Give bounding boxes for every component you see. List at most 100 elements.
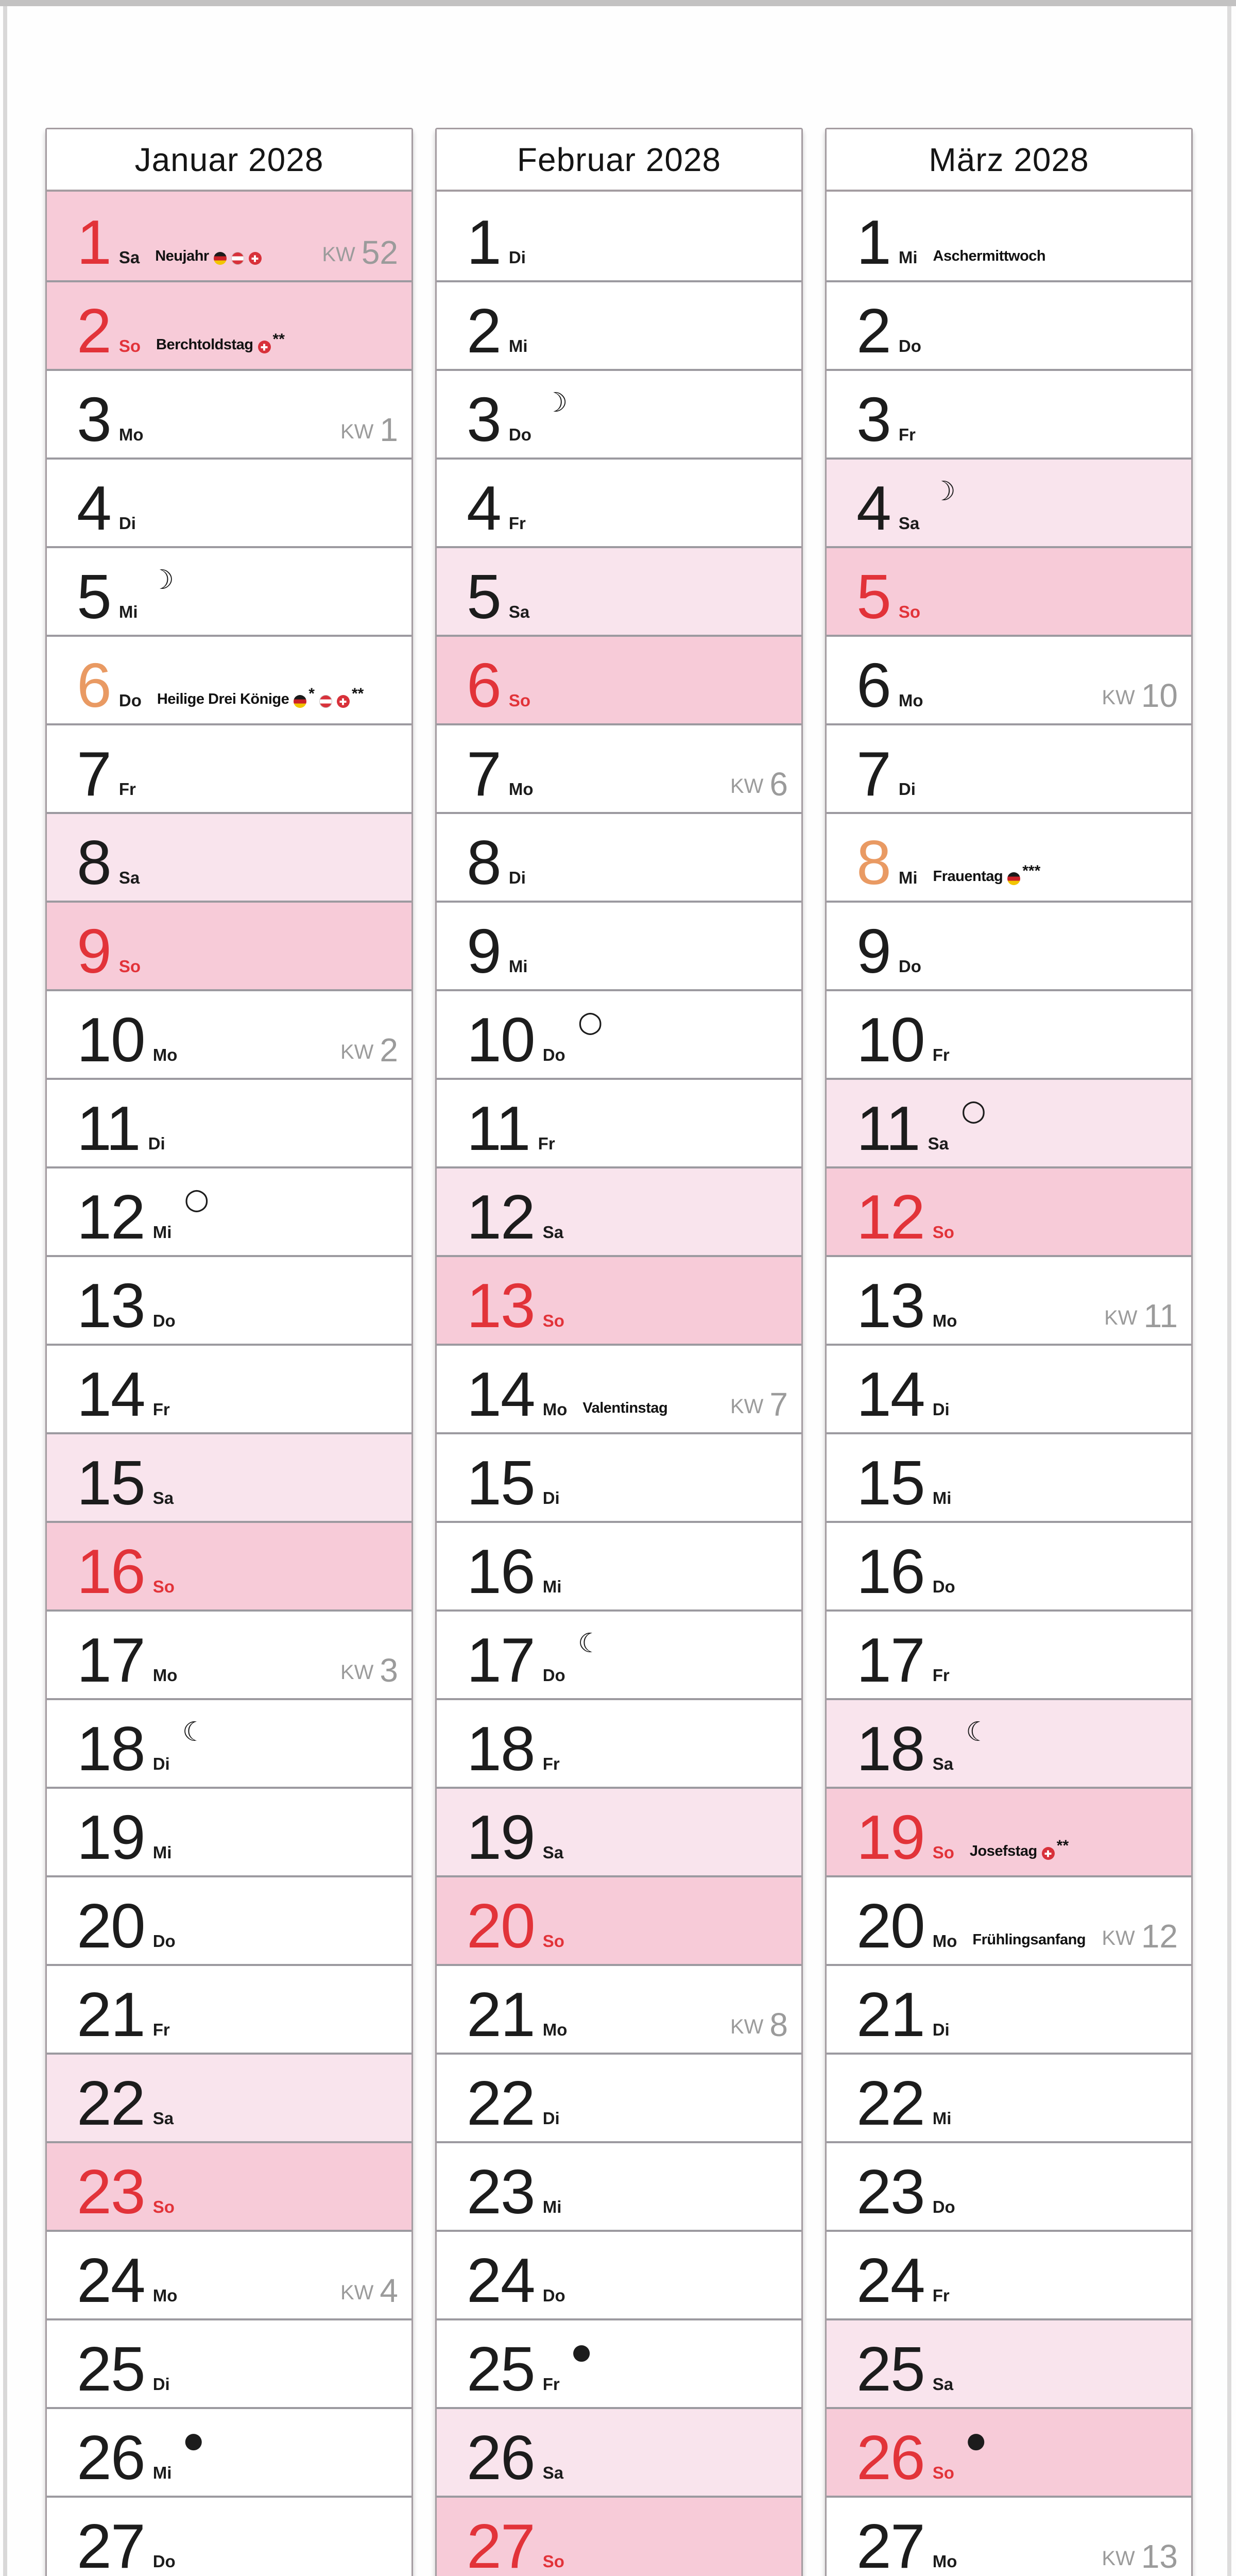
day-number: 20	[467, 1891, 536, 1961]
day-number: 4	[856, 473, 891, 544]
weekday-abbr: Di	[542, 2109, 560, 2128]
day-number: 3	[467, 384, 502, 455]
day-row-januar-23: 23 So	[47, 2141, 411, 2230]
calendar-week: KW 4	[340, 2274, 398, 2307]
weekday-abbr: Do	[542, 1045, 565, 1064]
day-number: 24	[77, 2245, 146, 2316]
weekday-abbr: Di	[148, 1134, 165, 1153]
weekday-abbr: Do	[898, 957, 921, 976]
day-row-märz-19: 19 So Josefstag **	[827, 1787, 1191, 1875]
day-number: 21	[856, 1979, 925, 2050]
day-number: 1	[77, 207, 112, 278]
day-number: 3	[856, 384, 891, 455]
day-row-märz-15: 15 Mi	[827, 1432, 1191, 1521]
month-column-märz: März 2028 1 Mi Aschermittwoch 2 Do 3 Fr 4 Sa ☽ 5 So 6…	[825, 128, 1193, 2576]
kw-label: KW	[730, 2015, 764, 2038]
calendar-week: KW 3	[340, 1653, 398, 1687]
weekday-abbr: Do	[542, 1666, 565, 1685]
day-row-februar-12: 12 Sa	[437, 1166, 801, 1255]
day-row-februar-8: 8 Di	[437, 812, 801, 901]
weekday-abbr: Do	[932, 1577, 955, 1596]
day-row-januar-14: 14 Fr	[47, 1344, 411, 1432]
day-row-märz-6: 6 Mo KW 10	[827, 635, 1191, 723]
weekday-abbr: Mo	[932, 2552, 957, 2571]
day-number: 8	[856, 827, 891, 898]
day-row-märz-22: 22 Mi	[827, 2053, 1191, 2141]
weekday-abbr: Fr	[542, 1754, 560, 1773]
day-number: 25	[856, 2334, 925, 2404]
day-row-märz-24: 24 Fr	[827, 2230, 1191, 2318]
flag-de-icon	[1007, 872, 1021, 885]
day-row-märz-7: 7 Di	[827, 723, 1191, 812]
weekday-abbr: Mo	[508, 779, 534, 799]
month-title: Februar 2028	[437, 129, 801, 192]
day-number: 12	[77, 1182, 146, 1252]
weekday-abbr: Mi	[508, 336, 528, 355]
page-edge-right	[1227, 6, 1231, 2576]
flag-ch-icon	[336, 695, 350, 708]
day-row-februar-4: 4 Fr	[437, 457, 801, 546]
day-row-märz-14: 14 Di	[827, 1344, 1191, 1432]
day-row-januar-17: 17 Mo KW 3	[47, 1609, 411, 1698]
month-column-januar: Januar 2028 1 Sa Neujahr KW 52 2 So Berchtoldsta…	[45, 128, 413, 2576]
day-number: 20	[856, 1891, 925, 1961]
weekday-abbr: Mi	[932, 1488, 952, 1507]
month-title: März 2028	[827, 129, 1191, 192]
weekday-abbr: Mo	[542, 1400, 568, 1419]
weekday-abbr: Fr	[542, 2375, 560, 2394]
day-number: 10	[77, 1005, 146, 1075]
day-number: 5	[77, 562, 112, 632]
weekday-abbr: Mi	[542, 1577, 562, 1596]
day-number: 9	[467, 916, 502, 987]
weekday-abbr: Mi	[898, 868, 918, 887]
flag-ch-icon	[248, 252, 262, 265]
day-row-februar-14: 14 Mo Valentinstag KW 7	[437, 1344, 801, 1432]
day-number: 25	[77, 2334, 146, 2404]
weekday-abbr: Fr	[932, 1045, 950, 1064]
day-row-januar-3: 3 Mo KW 1	[47, 369, 411, 457]
weekday-abbr: Mo	[152, 1045, 178, 1064]
day-number: 14	[467, 1359, 536, 1430]
weekday-abbr: So	[932, 1223, 954, 1242]
holiday-name: Heilige Drei Könige	[157, 691, 289, 707]
day-number: 5	[467, 562, 502, 632]
day-row-februar-15: 15 Di	[437, 1432, 801, 1521]
day-number: 14	[77, 1359, 146, 1430]
weekday-abbr: Di	[152, 1754, 170, 1773]
full-moon-icon: ○	[577, 1005, 603, 1039]
weekday-abbr: Mo	[118, 425, 144, 444]
weekday-abbr: Di	[932, 1400, 950, 1419]
day-number: 14	[856, 1359, 925, 1430]
kw-number: 10	[1141, 676, 1178, 714]
day-number: 17	[856, 1625, 925, 1696]
day-number: 18	[467, 1714, 536, 1784]
day-row-märz-4: 4 Sa ☽	[827, 457, 1191, 546]
weekday-abbr: So	[152, 1577, 175, 1596]
weekday-abbr: Mi	[898, 248, 918, 267]
weekday-abbr: Sa	[932, 2375, 954, 2394]
day-number: 22	[467, 2068, 536, 2139]
weekday-abbr: So	[542, 1311, 564, 1330]
weekday-abbr: Do	[932, 2197, 955, 2216]
day-number: 2	[77, 296, 112, 366]
kw-label: KW	[340, 2281, 374, 2304]
full-moon-icon: ○	[184, 1182, 210, 1216]
kw-label: KW	[1102, 2547, 1135, 2570]
first-quarter-moon-icon: ☽	[150, 565, 175, 596]
day-number: 15	[77, 1448, 146, 1518]
weekday-abbr: So	[118, 336, 141, 355]
day-number: 17	[467, 1625, 536, 1696]
day-number: 17	[77, 1625, 146, 1696]
day-row-februar-6: 6 So	[437, 635, 801, 723]
flag-at-icon	[231, 252, 244, 265]
day-number: 26	[856, 2422, 925, 2493]
day-number: 22	[77, 2068, 146, 2139]
day-number: 21	[467, 1979, 536, 2050]
day-number: 13	[77, 1270, 146, 1341]
weekday-abbr: Sa	[118, 868, 140, 887]
weekday-abbr: Fr	[932, 2286, 950, 2305]
calendar-week: KW 10	[1102, 676, 1178, 714]
flag-at-icon	[319, 695, 332, 708]
day-number: 18	[856, 1714, 925, 1784]
kw-label: KW	[730, 1395, 764, 1418]
